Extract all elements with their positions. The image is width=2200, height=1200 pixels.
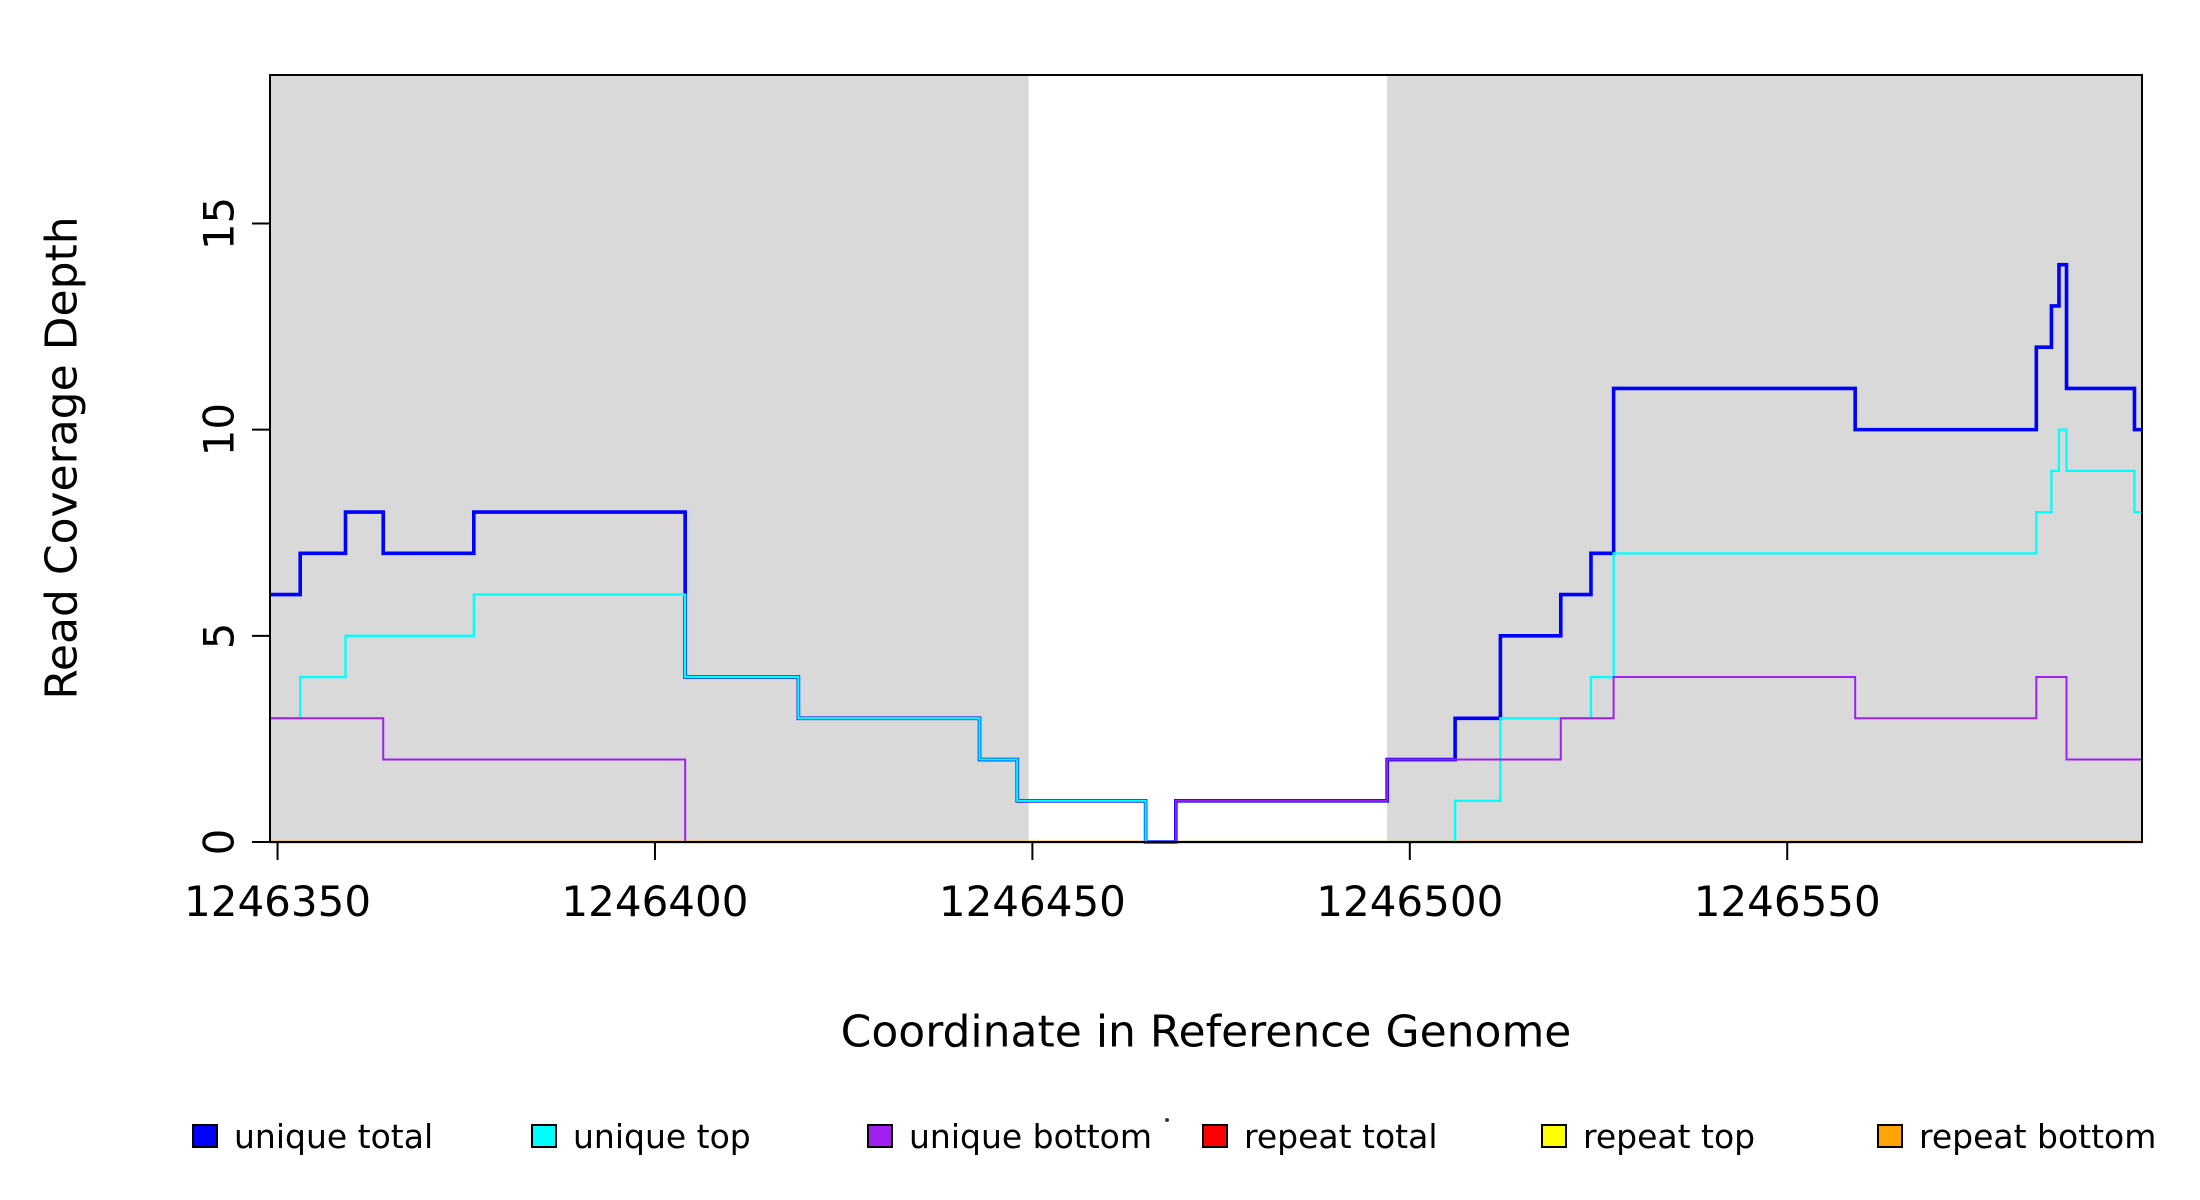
x-tick-label: 1246350: [184, 877, 371, 926]
x-tick-label: 1246550: [1694, 877, 1881, 926]
plot-border: [269, 74, 2143, 843]
y-tick-label: 10: [195, 403, 244, 456]
y-axis-title: Read Coverage Depth: [36, 216, 88, 700]
shaded-region: [1387, 75, 2142, 842]
series-line-unique-bottom: [270, 676, 2142, 843]
y-tick-label: 15: [195, 197, 244, 250]
x-axis-title: Coordinate in Reference Genome: [840, 1006, 1572, 1058]
stray-mark-dot: [1165, 1118, 1169, 1122]
x-tick-label: 1246400: [561, 877, 748, 926]
x-tick-label: 1246450: [939, 877, 1126, 926]
y-tick-label: 0: [195, 829, 244, 856]
y-tick-label: 5: [195, 622, 244, 649]
shaded-region: [270, 75, 1029, 842]
x-tick-label: 1246500: [1316, 877, 1503, 926]
series-line-unique-top: [270, 428, 2142, 844]
